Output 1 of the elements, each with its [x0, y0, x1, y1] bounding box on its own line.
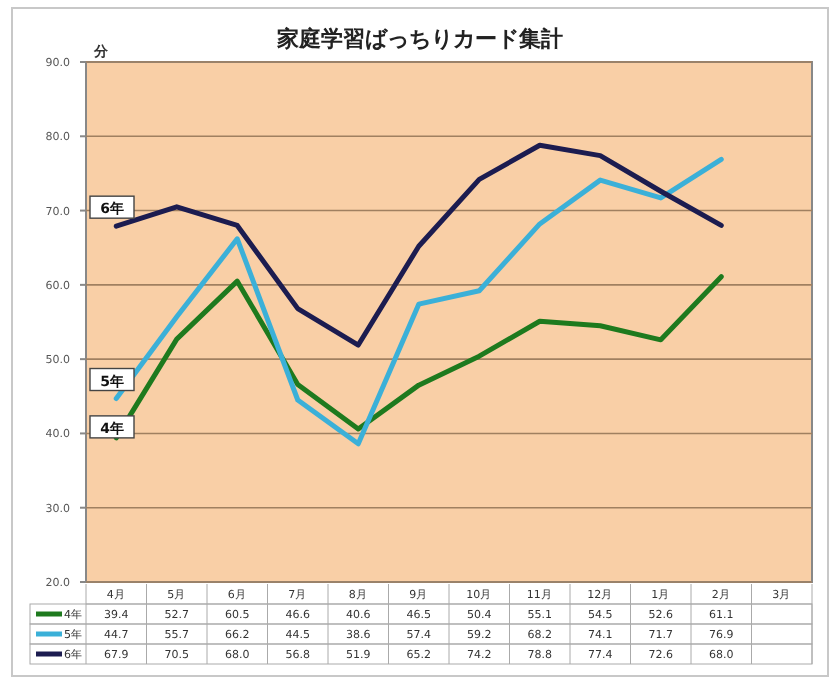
chart-title: 家庭学習ばっちりカード集計: [275, 26, 563, 52]
